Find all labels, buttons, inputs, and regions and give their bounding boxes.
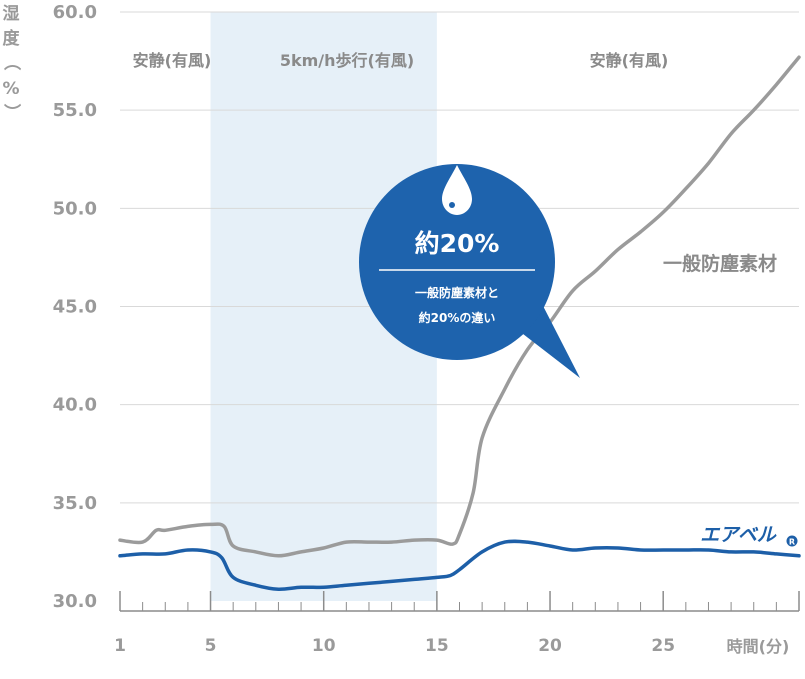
registered-mark-letter: R [789, 538, 795, 547]
callout-bubble [359, 164, 555, 360]
y-tick-label: 40.0 [53, 395, 97, 416]
x-tick-label: 10 [312, 636, 336, 656]
x-tick-label: 5 [205, 636, 217, 656]
series-lines [118, 55, 801, 591]
y-axis-label-char: % [2, 79, 19, 99]
y-axis-label-char: ） [1, 104, 22, 121]
y-axis-label-char: 度 [3, 28, 21, 49]
series-label-airbell-text: エアベル [700, 524, 777, 546]
callout-text-line2: 約20%の違い [419, 310, 496, 325]
y-tick-label: 60.0 [53, 2, 97, 23]
x-tick-label: 25 [651, 636, 675, 656]
y-tick-label: 50.0 [53, 198, 97, 219]
y-axis-label-char: 湿 [3, 4, 20, 24]
x-tick-label: 15 [425, 636, 449, 656]
x-axis-label: 時間(分) [727, 637, 790, 656]
y-tick-label: 55.0 [53, 100, 97, 121]
x-tick-label: 20 [538, 636, 562, 656]
series-label-airbell: エアベル R [700, 524, 798, 547]
y-tick-label: 30.0 [53, 591, 97, 612]
callout-text-line1: 一般防塵素材と [415, 285, 499, 300]
series-label-general-material: 一般防塵素材 [663, 252, 777, 275]
y-tick-label: 35.0 [53, 493, 97, 514]
difference-callout: 約20% 一般防塵素材と 約20%の違い [359, 164, 580, 378]
x-tick-label: 1 [114, 636, 126, 656]
phase-label-rest-1: 安静(有風) [133, 51, 212, 70]
y-axis-label-char: （ [1, 54, 22, 71]
phase-label-walk: 5km/h歩行(有風) [280, 51, 414, 70]
phase-labels: 安静(有風) 5km/h歩行(有風) 安静(有風) [133, 51, 669, 70]
series-line-general-material [118, 55, 801, 558]
y-tick-label: 45.0 [53, 297, 97, 318]
registered-mark-icon [786, 535, 798, 547]
x-axis: 1 5 10 15 20 25 [114, 591, 800, 656]
series-line-airbell [118, 539, 801, 591]
water-drop-icon [442, 165, 472, 215]
y-tick-labels: 30.0 35.0 40.0 45.0 50.0 55.0 60.0 [53, 2, 97, 612]
y-axis-label: 湿 度 （ % ） [1, 4, 22, 121]
water-drop-highlight [449, 202, 455, 208]
callout-value: 約20% [415, 229, 500, 258]
phase-label-rest-2: 安静(有風) [590, 51, 669, 70]
